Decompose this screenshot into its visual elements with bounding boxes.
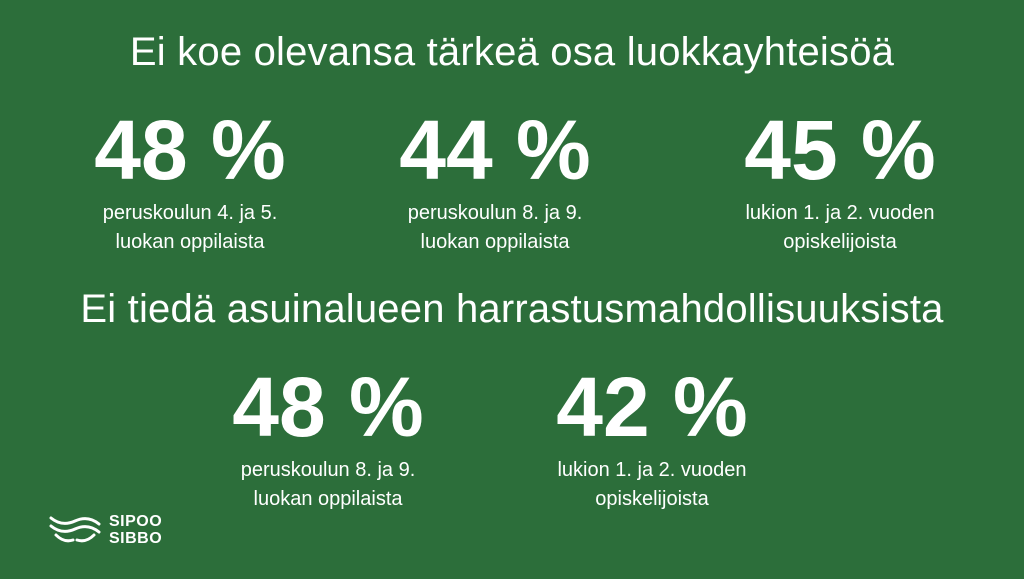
sipoo-wave-logo-icon	[49, 516, 101, 543]
stat-card: 45 % lukion 1. ja 2. vuoden opiskelijois…	[700, 105, 980, 257]
section2-heading: Ei tiedä asuinalueen harrastusmahdollisu…	[80, 287, 944, 331]
stat-description-line2: luokan oppilaista	[253, 488, 403, 510]
stat-description: lukion 1. ja 2. vuoden opiskelijoista	[700, 199, 980, 257]
stat-description: lukion 1. ja 2. vuoden opiskelijoista	[512, 456, 792, 514]
logo-text: SIPOO SIBBO	[109, 513, 162, 547]
stat-description-line1: peruskoulun 8. ja 9.	[240, 459, 416, 481]
stat-description-line1: lukion 1. ja 2. vuoden	[745, 202, 935, 224]
stat-description: peruskoulun 8. ja 9. luokan oppilaista	[355, 199, 635, 257]
sipoo-logo: SIPOO SIBBO	[48, 513, 162, 547]
logo-text-line1: SIPOO	[109, 513, 163, 530]
stat-value: 45 %	[744, 103, 936, 197]
stat-description-line1: lukion 1. ja 2. vuoden	[557, 459, 747, 481]
stat-card: 48 % peruskoulun 4. ja 5. luokan oppilai…	[50, 105, 330, 257]
stat-description: peruskoulun 8. ja 9. luokan oppilaista	[188, 456, 468, 514]
stat-description-line1: peruskoulun 4. ja 5.	[102, 202, 278, 224]
stat-value: 42 %	[556, 360, 748, 454]
stat-description: peruskoulun 4. ja 5. luokan oppilaista	[50, 199, 330, 257]
stat-description-line2: opiskelijoista	[595, 488, 709, 510]
stat-card: 44 % peruskoulun 8. ja 9. luokan oppilai…	[355, 105, 635, 257]
stat-value: 44 %	[399, 103, 591, 197]
section1-heading: Ei koe olevansa tärkeä osa luokkayhteisö…	[129, 30, 895, 74]
stat-value: 48 %	[94, 103, 286, 197]
stat-card: 42 % lukion 1. ja 2. vuoden opiskelijois…	[512, 362, 792, 514]
stat-card: 48 % peruskoulun 8. ja 9. luokan oppilai…	[188, 362, 468, 514]
stat-value: 48 %	[232, 360, 424, 454]
stat-description-line1: peruskoulun 8. ja 9.	[407, 202, 583, 224]
stat-description-line2: opiskelijoista	[783, 231, 897, 253]
stat-description-line2: luokan oppilaista	[420, 231, 570, 253]
stat-description-line2: luokan oppilaista	[115, 231, 265, 253]
logo-text-line2: SIBBO	[109, 530, 163, 547]
